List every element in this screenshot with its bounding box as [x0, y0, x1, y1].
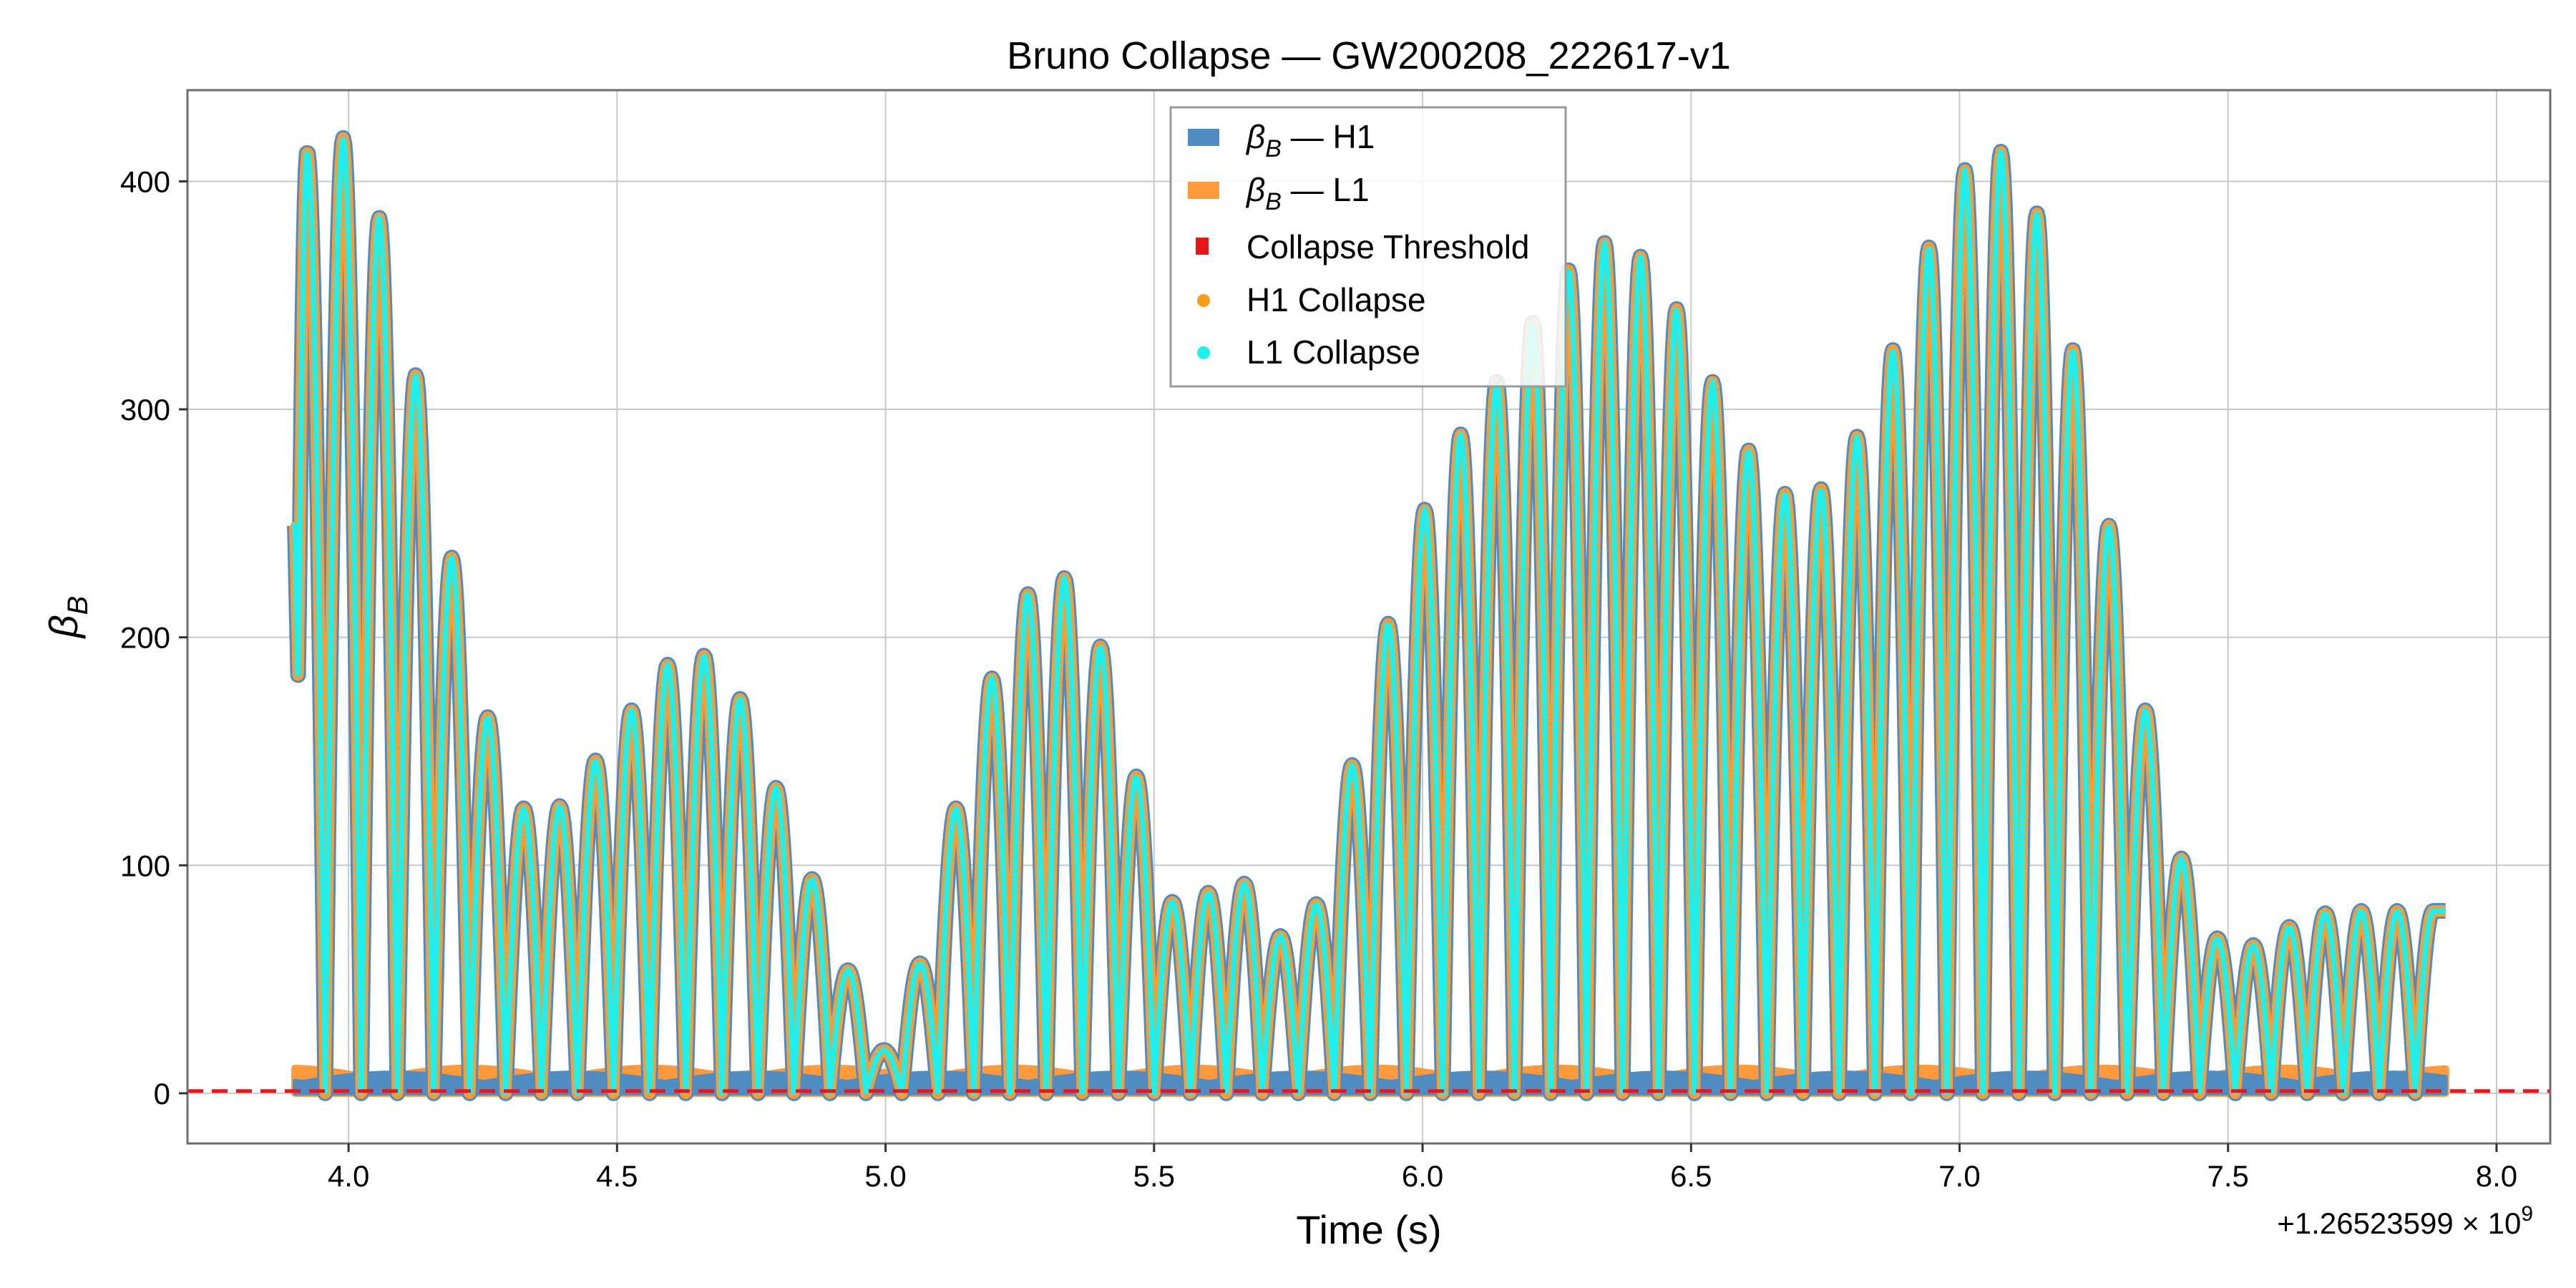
data-layer — [187, 130, 2550, 1101]
x-tick-label: 8.0 — [2476, 1159, 2517, 1193]
legend-swatch-h1 — [1188, 129, 1219, 146]
x-offset-label: +1.26523599 × 109 — [2277, 1202, 2533, 1240]
y-tick-label: 400 — [120, 165, 170, 198]
legend-h1-subscript: B — [1265, 135, 1282, 162]
x-offset-exponent: 9 — [2521, 1202, 2533, 1226]
legend-label-l1: βB — L1 — [1245, 171, 1370, 215]
legend-h1-suffix: — H1 — [1282, 118, 1375, 155]
legend-l1-symbol: β — [1245, 171, 1265, 208]
x-axis-label: Time (s) — [1296, 1207, 1441, 1252]
y-tick-label: 200 — [120, 621, 170, 655]
legend-label-h1-collapse: H1 Collapse — [1246, 281, 1426, 318]
x-tick-label: 7.5 — [2207, 1159, 2249, 1193]
legend-h1-symbol: β — [1245, 118, 1265, 155]
chart-title: Bruno Collapse — GW200208_222617-v1 — [1007, 34, 1731, 77]
y-axis-label-symbol: β — [41, 615, 86, 639]
legend-l1-suffix: — L1 — [1282, 171, 1370, 208]
x-tick-label: 6.0 — [1402, 1159, 1443, 1193]
x-tick-label: 7.0 — [1938, 1159, 1980, 1193]
l1-collapse-markers — [291, 137, 2449, 1095]
y-axis: 0 100 200 300 400 — [120, 165, 187, 1111]
legend-swatch-l1 — [1188, 182, 1219, 199]
y-axis-label-subscript: B — [62, 596, 94, 615]
y-tick-label: 0 — [154, 1077, 170, 1111]
y-tick-label: 100 — [120, 849, 170, 882]
x-tick-label: 5.5 — [1133, 1159, 1175, 1193]
y-tick-label: 300 — [120, 393, 170, 426]
plot-frame — [186, 89, 2552, 1145]
legend-marker-h1-collapse — [1197, 294, 1210, 307]
x-tick-label: 4.5 — [596, 1159, 638, 1193]
legend-swatch-threshold — [1196, 238, 1209, 255]
x-axis: 4.0 4.5 5.0 5.5 6.0 6.5 7.0 7.5 8.0 — [328, 1143, 2517, 1193]
legend-l1-subscript: B — [1265, 188, 1282, 215]
y-axis-label: βB — [41, 596, 94, 640]
legend-label-h1: βB — H1 — [1245, 118, 1375, 162]
legend: βB — H1 βB — L1 Collapse Threshold H1 Co… — [1169, 106, 1567, 388]
x-tick-label: 4.0 — [328, 1159, 369, 1193]
legend-marker-l1-collapse — [1197, 346, 1210, 359]
x-offset-base: +1.26523599 × 10 — [2277, 1206, 2521, 1240]
x-tick-label: 5.0 — [864, 1159, 906, 1193]
x-tick-label: 6.5 — [1670, 1159, 1712, 1193]
legend-box — [1169, 106, 1567, 388]
legend-label-threshold: Collapse Threshold — [1246, 228, 1530, 265]
legend-label-l1-collapse: L1 Collapse — [1246, 333, 1420, 371]
